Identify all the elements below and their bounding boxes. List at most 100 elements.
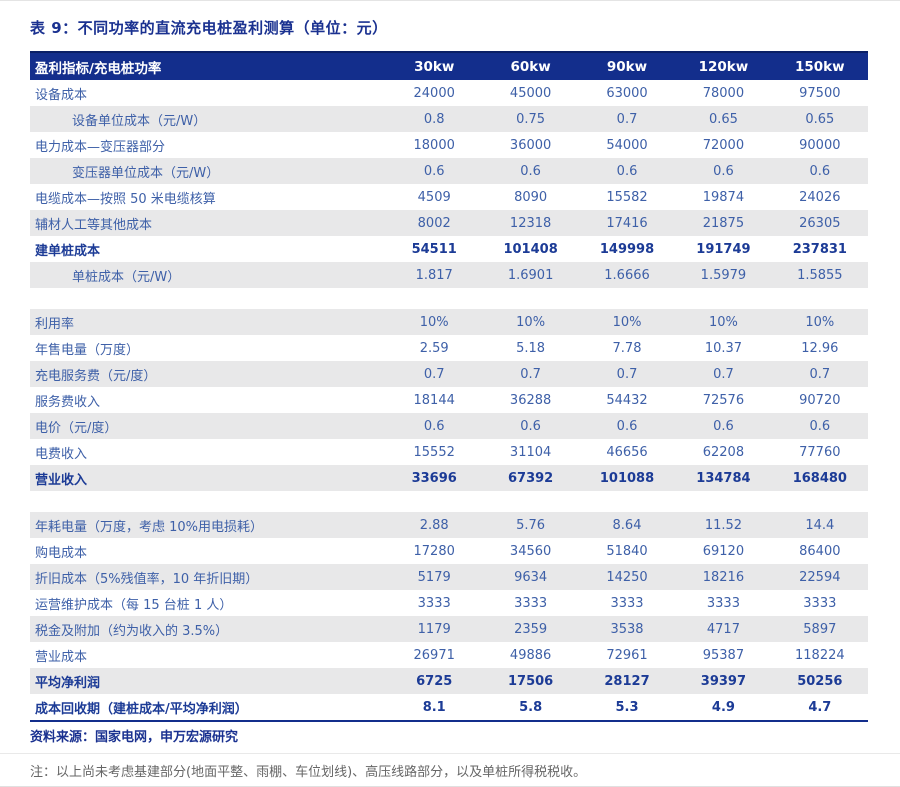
row-value: 4509 bbox=[417, 189, 451, 205]
row-value: 17280 bbox=[413, 543, 455, 559]
table-row: 电缆成本—按照 50 米电缆核算 4509 8090 15582 19874 24026 bbox=[30, 184, 868, 210]
table-row: 电价（元/度） 0.6 0.6 0.6 0.6 0.6 bbox=[30, 413, 868, 439]
row-value: 3538 bbox=[610, 621, 644, 637]
row-value: 0.6 bbox=[616, 418, 638, 434]
row-value: 72961 bbox=[606, 647, 648, 663]
row-value: 95387 bbox=[702, 647, 745, 663]
row-value: 5.3 bbox=[615, 699, 639, 715]
row-value: 63000 bbox=[606, 85, 648, 101]
row-value: 51840 bbox=[606, 543, 648, 559]
row-label: 充电服务费（元/度） bbox=[35, 368, 157, 384]
row-label: 平均净利润 bbox=[35, 675, 101, 691]
row-value: 0.6 bbox=[423, 418, 445, 434]
row-value: 0.7 bbox=[616, 366, 638, 382]
row-label: 电力成本—变压器部分 bbox=[35, 139, 166, 155]
row-value: 4.9 bbox=[711, 699, 735, 715]
row-label: 建单桩成本 bbox=[35, 243, 101, 259]
row-value: 36288 bbox=[509, 392, 552, 408]
row-value: 17506 bbox=[507, 673, 554, 689]
table-row: 设备单位成本（元/W） 0.8 0.75 0.7 0.65 0.65 bbox=[30, 106, 868, 132]
row-value: 1.6666 bbox=[604, 267, 650, 283]
row-label: 辅材人工等其他成本 bbox=[35, 217, 153, 233]
row-value: 10.37 bbox=[704, 340, 743, 356]
table-row: 建单桩成本 54511 101408 149998 191749 237831 bbox=[30, 236, 868, 262]
row-value: 72576 bbox=[702, 392, 745, 408]
section-gap bbox=[30, 288, 868, 309]
row-value: 0.65 bbox=[805, 111, 835, 127]
row-label: 年售电量（万度） bbox=[35, 342, 140, 358]
row-value: 237831 bbox=[792, 241, 847, 257]
row-label: 单桩成本（元/W） bbox=[72, 269, 181, 285]
table-row: 变压器单位成本（元/W） 0.6 0.6 0.6 0.6 0.6 bbox=[30, 158, 868, 184]
row-value: 0.65 bbox=[708, 111, 738, 127]
row-value: 3333 bbox=[514, 595, 548, 611]
table-row: 电费收入 15552 31104 46656 62208 77760 bbox=[30, 439, 868, 465]
row-label: 成本回收期（建桩成本/平均净利润） bbox=[35, 701, 248, 717]
table-row: 成本回收期（建桩成本/平均净利润） 8.1 5.8 5.3 4.9 4.7 bbox=[30, 694, 868, 720]
table-header-row: 盈利指标/充电桩功率 30kw 60kw 90kw 120kw 150kw bbox=[30, 53, 868, 80]
row-label: 购电成本 bbox=[35, 545, 88, 561]
profit-table: 盈利指标/充电桩功率 30kw 60kw 90kw 120kw 150kw 设备成本 24… bbox=[30, 51, 868, 722]
row-value: 14250 bbox=[606, 569, 648, 585]
row-value: 3333 bbox=[610, 595, 644, 611]
row-value: 118224 bbox=[795, 647, 845, 663]
row-value: 15582 bbox=[606, 189, 648, 205]
row-value: 4717 bbox=[706, 621, 740, 637]
footer-divider bbox=[0, 753, 900, 754]
row-value: 45000 bbox=[509, 85, 552, 101]
row-value: 2359 bbox=[514, 621, 548, 637]
row-value: 0.6 bbox=[809, 163, 831, 179]
row-label: 利用率 bbox=[35, 316, 75, 332]
row-value: 5897 bbox=[803, 621, 837, 637]
table-row: 辅材人工等其他成本 8002 12318 17416 21875 26305 bbox=[30, 210, 868, 236]
table-row: 年耗电量（万度，考虑 10%用电损耗） 2.88 5.76 8.64 11.52 14.4 bbox=[30, 512, 868, 538]
row-value: 1.5979 bbox=[700, 267, 747, 283]
table-row: 电力成本—变压器部分 18000 36000 54000 72000 90000 bbox=[30, 132, 868, 158]
row-value: 1.6901 bbox=[507, 267, 554, 283]
row-value: 7.78 bbox=[612, 340, 642, 356]
row-value: 101088 bbox=[599, 470, 655, 486]
row-value: 11.52 bbox=[704, 517, 743, 533]
row-label: 运营维护成本（每 15 台桩 1 人） bbox=[35, 597, 233, 613]
row-value: 17416 bbox=[606, 215, 648, 231]
row-value: 6725 bbox=[416, 673, 453, 689]
row-value: 10% bbox=[516, 314, 546, 330]
row-value: 12.96 bbox=[801, 340, 839, 356]
row-value: 33696 bbox=[411, 470, 457, 486]
table-row: 年售电量（万度） 2.59 5.18 7.78 10.37 12.96 bbox=[30, 335, 868, 361]
header-label: 盈利指标/充电桩功率 bbox=[35, 60, 162, 77]
table-row: 设备成本 24000 45000 63000 78000 97500 bbox=[30, 80, 868, 106]
table-row: 折旧成本（5%残值率，10 年折旧期） 5179 9634 14250 18216 225… bbox=[30, 564, 868, 590]
row-value: 54511 bbox=[411, 241, 457, 257]
row-value: 0.75 bbox=[516, 111, 546, 127]
row-value: 31104 bbox=[509, 444, 552, 460]
row-value: 12318 bbox=[509, 215, 552, 231]
table-row: 服务费收入 18144 36288 54432 72576 90720 bbox=[30, 387, 868, 413]
header-column: 120kw bbox=[698, 58, 749, 75]
row-value: 21875 bbox=[702, 215, 745, 231]
row-value: 0.7 bbox=[809, 366, 831, 382]
row-value: 24000 bbox=[413, 85, 455, 101]
row-label: 营业收入 bbox=[35, 472, 88, 488]
row-value: 22594 bbox=[799, 569, 841, 585]
row-value: 1.5855 bbox=[797, 267, 843, 283]
row-label: 电费收入 bbox=[35, 446, 88, 462]
table-row: 税金及附加（约为收入的 3.5%） 1179 2359 3538 4717 5897 bbox=[30, 616, 868, 642]
row-value: 49886 bbox=[509, 647, 552, 663]
row-value: 0.7 bbox=[423, 366, 445, 382]
row-value: 54432 bbox=[606, 392, 648, 408]
row-value: 72000 bbox=[702, 137, 745, 153]
row-value: 26971 bbox=[413, 647, 455, 663]
row-value: 18144 bbox=[413, 392, 455, 408]
row-label: 电价（元/度） bbox=[35, 420, 118, 436]
row-value: 86400 bbox=[799, 543, 841, 559]
row-value: 2.88 bbox=[419, 517, 449, 533]
row-value: 0.6 bbox=[520, 163, 541, 179]
row-value: 0.7 bbox=[713, 366, 734, 382]
row-value: 77760 bbox=[799, 444, 841, 460]
row-value: 0.6 bbox=[809, 418, 831, 434]
row-label: 设备单位成本（元/W） bbox=[72, 113, 207, 129]
row-label: 服务费收入 bbox=[35, 394, 101, 410]
row-value: 90720 bbox=[799, 392, 841, 408]
row-value: 62208 bbox=[702, 444, 745, 460]
